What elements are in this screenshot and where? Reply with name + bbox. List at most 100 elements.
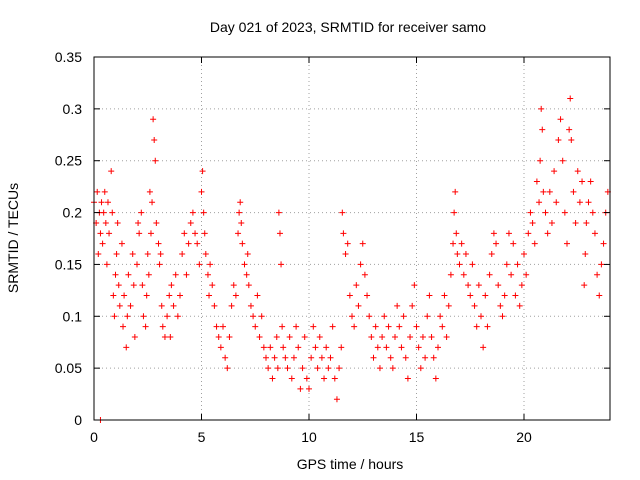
data-point <box>129 251 136 258</box>
data-point <box>596 292 603 299</box>
data-point <box>215 334 222 341</box>
data-point <box>374 344 381 351</box>
data-point <box>138 209 145 216</box>
data-point <box>364 292 371 299</box>
data-point <box>157 251 164 258</box>
data-point <box>95 251 102 258</box>
data-point <box>486 271 493 278</box>
data-point <box>170 302 177 309</box>
data-point <box>531 240 538 247</box>
data-point <box>140 313 147 320</box>
y-tick-label: 0.05 <box>55 360 82 376</box>
data-point <box>430 354 437 361</box>
data-point <box>198 188 205 195</box>
y-tick-label: 0.3 <box>63 101 83 117</box>
data-point <box>103 261 110 268</box>
data-point <box>139 282 146 289</box>
data-point <box>156 261 163 268</box>
y-tick-label: 0.1 <box>63 308 83 324</box>
data-point <box>101 188 108 195</box>
data-point <box>355 302 362 309</box>
data-point <box>280 344 287 351</box>
data-point <box>159 323 166 330</box>
data-point <box>591 230 598 237</box>
data-point <box>104 199 111 206</box>
data-point <box>192 230 199 237</box>
data-point <box>523 271 530 278</box>
data-point <box>158 302 165 309</box>
data-point <box>290 354 297 361</box>
data-point <box>269 375 276 382</box>
data-point <box>379 334 386 341</box>
data-point <box>452 188 459 195</box>
data-point <box>454 251 461 258</box>
data-point <box>312 344 319 351</box>
data-point <box>206 292 213 299</box>
data-point <box>147 230 154 237</box>
data-point <box>417 365 424 372</box>
data-point <box>222 354 229 361</box>
data-point <box>400 313 407 320</box>
data-point <box>594 271 601 278</box>
data-point <box>432 375 439 382</box>
data-point <box>220 323 226 330</box>
data-point <box>134 261 140 268</box>
data-point <box>273 334 280 341</box>
data-point <box>566 126 573 133</box>
data-point <box>146 188 153 195</box>
data-point <box>510 240 517 247</box>
data-point <box>537 157 544 164</box>
data-point <box>211 302 218 309</box>
data-point <box>194 240 201 247</box>
data-point <box>274 365 281 372</box>
data-point <box>301 334 308 341</box>
data-point <box>167 334 174 341</box>
data-point <box>574 168 581 175</box>
data-point <box>497 302 504 309</box>
data-point <box>131 334 138 341</box>
data-point <box>260 344 267 351</box>
data-point <box>342 251 349 258</box>
data-point <box>120 323 127 330</box>
data-point <box>125 271 132 278</box>
data-point <box>409 302 416 309</box>
data-point <box>228 302 235 309</box>
data-point <box>164 313 171 320</box>
data-point <box>495 282 502 289</box>
data-point <box>124 313 131 320</box>
data-point <box>473 323 480 330</box>
data-point <box>381 313 388 320</box>
data-point <box>426 292 433 299</box>
data-point <box>456 261 463 268</box>
x-tick-label: 20 <box>516 429 532 445</box>
data-point <box>484 323 491 330</box>
chart-title: Day 021 of 2023, SRMTID for receiver sam… <box>210 19 486 35</box>
data-point <box>168 282 175 289</box>
data-point <box>329 323 336 330</box>
data-point <box>204 271 211 278</box>
y-tick-label: 0 <box>74 412 82 428</box>
data-point <box>181 230 188 237</box>
data-point <box>437 313 444 320</box>
data-point <box>471 302 478 309</box>
data-point <box>544 230 551 237</box>
data-point <box>267 344 274 351</box>
data-point <box>284 365 291 372</box>
data-point <box>318 354 325 361</box>
grid-lines <box>94 57 610 420</box>
x-tick-label: 10 <box>301 429 317 445</box>
data-point <box>235 230 242 237</box>
data-point <box>136 230 143 237</box>
data-point <box>113 251 120 258</box>
data-point <box>166 292 173 299</box>
data-point <box>245 282 252 289</box>
data-point <box>94 188 101 195</box>
data-point <box>419 334 426 341</box>
data-point <box>559 157 566 164</box>
data-point <box>143 292 150 299</box>
data-point <box>527 209 534 216</box>
data-point <box>572 219 579 226</box>
data-point <box>106 230 113 237</box>
data-point <box>581 282 588 289</box>
data-point <box>207 261 214 268</box>
